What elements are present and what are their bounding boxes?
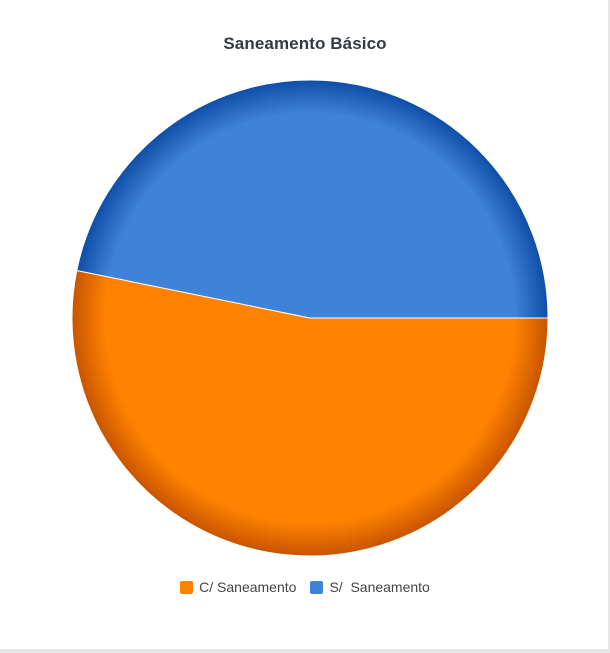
chart-title: Saneamento Básico [223, 34, 387, 53]
legend-item-c-saneamento[interactable]: C/ Saneamento [180, 579, 296, 595]
legend: C/ Saneamento S/ Saneamento [0, 579, 610, 595]
legend-swatch-c-saneamento [180, 580, 194, 594]
legend-swatch-s-saneamento [310, 580, 324, 594]
pie-slice-s-saneamento[interactable] [76, 79, 549, 319]
legend-label-s-saneamento: S/ Saneamento [329, 579, 430, 595]
pie-slice-c-saneamento[interactable] [71, 269, 549, 557]
legend-label-c-saneamento: C/ Saneamento [199, 579, 297, 595]
legend-item-s-saneamento[interactable]: S/ Saneamento [310, 579, 430, 595]
